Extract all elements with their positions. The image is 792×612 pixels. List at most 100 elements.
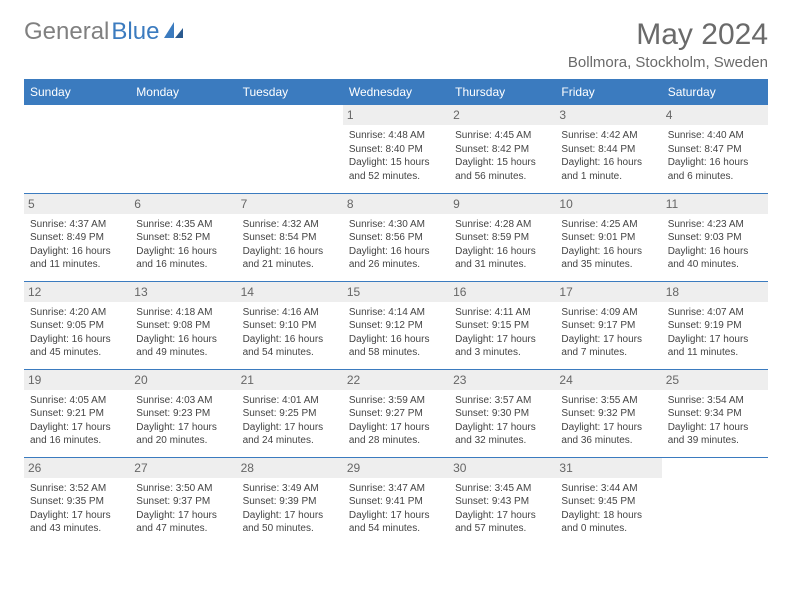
day-number: 13 xyxy=(130,282,236,302)
logo: GeneralBlue xyxy=(24,18,185,46)
daylight-line: Daylight: 17 hours and 50 minutes. xyxy=(243,509,337,536)
week-row: 26 Sunrise: 3:52 AMSunset: 9:35 PM Dayligh… xyxy=(24,457,768,545)
sunset-line: Sunset: 9:03 PM xyxy=(668,231,762,245)
calendar-table: SundayMondayTuesdayWednesdayThursdayFrid… xyxy=(24,79,768,545)
logo-text-blue: Blue xyxy=(111,18,159,46)
daylight-line: Daylight: 16 hours and 58 minutes. xyxy=(349,333,443,360)
sunrise-line: Sunrise: 4:20 AM xyxy=(30,306,124,320)
day-number: 19 xyxy=(24,370,130,390)
daylight-line: Daylight: 17 hours and 20 minutes. xyxy=(136,421,230,448)
day-cell: 6Sunrise: 4:35 AMSunset: 8:52 PMDaylight… xyxy=(130,193,236,281)
daylight-line: Daylight: 15 hours and 52 minutes. xyxy=(349,156,443,183)
sunrise-line: Sunrise: 4:16 AM xyxy=(243,306,337,320)
day-number: 1 xyxy=(343,105,449,125)
week-row: 1Sunrise: 4:48 AMSunset: 8:40 PMDaylight… xyxy=(24,105,768,193)
sunrise-line: Sunrise: 4:03 AM xyxy=(136,394,230,408)
day-cell: 29Sunrise: 3:47 AMSunset: 9:41 PMDayligh… xyxy=(343,457,449,545)
day-cell: 4Sunrise: 4:40 AMSunset: 8:47 PMDaylight… xyxy=(662,105,768,193)
week-row: 19Sunrise: 4:05 AMSunset: 9:21 PMDayligh… xyxy=(24,369,768,457)
sunrise-line: Sunrise: 3:57 AM xyxy=(455,394,549,408)
day-number: 11 xyxy=(662,194,768,214)
daylight-line: Daylight: 17 hours and 11 minutes. xyxy=(668,333,762,360)
sunset-line: Sunset: 9:27 PM xyxy=(349,407,443,421)
sunrise-line: Sunrise: 4:32 AM xyxy=(243,218,337,232)
sunrise-line: Sunrise: 4:45 AM xyxy=(455,129,549,143)
daylight-line: Daylight: 17 hours and 28 minutes. xyxy=(349,421,443,448)
day-cell: 12Sunrise: 4:20 AMSunset: 9:05 PMDayligh… xyxy=(24,281,130,369)
day-cell: 5 Sunrise: 4:37 AMSunset: 8:49 PMDaylight… xyxy=(24,193,130,281)
sunrise-line: Sunrise: 4:48 AM xyxy=(349,129,443,143)
day-cell: 27Sunrise: 3:50 AMSunset: 9:37 PMDayligh… xyxy=(130,457,236,545)
day-cell: 20Sunrise: 4:03 AMSunset: 9:23 PMDayligh… xyxy=(130,369,236,457)
day-cell: 13Sunrise: 4:18 AMSunset: 9:08 PMDayligh… xyxy=(130,281,236,369)
daylight-line: Daylight: 17 hours and 36 minutes. xyxy=(561,421,655,448)
day-number: 15 xyxy=(343,282,449,302)
day-number: 21 xyxy=(237,370,343,390)
day-cell: 19Sunrise: 4:05 AMSunset: 9:21 PMDayligh… xyxy=(24,369,130,457)
sunset-line: Sunset: 9:45 PM xyxy=(561,495,655,509)
dow-thursday: Thursday xyxy=(449,79,555,105)
day-number: 31 xyxy=(555,458,661,478)
sunrise-line: Sunrise: 4:42 AM xyxy=(561,129,655,143)
daylight-line: Daylight: 18 hours and 0 minutes. xyxy=(561,509,655,536)
sunset-line: Sunset: 9:17 PM xyxy=(561,319,655,333)
sunset-line: Sunset: 9:35 PM xyxy=(30,495,124,509)
sunset-line: Sunset: 9:19 PM xyxy=(668,319,762,333)
empty-day xyxy=(662,458,768,478)
day-cell: 17Sunrise: 4:09 AMSunset: 9:17 PMDayligh… xyxy=(555,281,661,369)
daylight-line: Daylight: 16 hours and 16 minutes. xyxy=(136,245,230,272)
day-cell: 9Sunrise: 4:28 AMSunset: 8:59 PMDaylight… xyxy=(449,193,555,281)
sunrise-line: Sunrise: 3:47 AM xyxy=(349,482,443,496)
day-cell: 24Sunrise: 3:55 AMSunset: 9:32 PMDayligh… xyxy=(555,369,661,457)
sunrise-line: Sunrise: 4:18 AM xyxy=(136,306,230,320)
day-number: 10 xyxy=(555,194,661,214)
sunrise-line: Sunrise: 4:07 AM xyxy=(668,306,762,320)
day-number: 24 xyxy=(555,370,661,390)
day-cell: 22Sunrise: 3:59 AMSunset: 9:27 PMDayligh… xyxy=(343,369,449,457)
day-number: 23 xyxy=(449,370,555,390)
sunrise-line: Sunrise: 4:09 AM xyxy=(561,306,655,320)
empty-day xyxy=(24,105,130,125)
daylight-line: Daylight: 16 hours and 11 minutes. xyxy=(30,245,124,272)
title-block: May 2024 Bollmora, Stockholm, Sweden xyxy=(568,18,768,71)
sunrise-line: Sunrise: 4:25 AM xyxy=(561,218,655,232)
sunset-line: Sunset: 9:30 PM xyxy=(455,407,549,421)
sunset-line: Sunset: 8:49 PM xyxy=(30,231,124,245)
sunset-line: Sunset: 9:12 PM xyxy=(349,319,443,333)
sunrise-line: Sunrise: 3:52 AM xyxy=(30,482,124,496)
day-cell: 31Sunrise: 3:44 AMSunset: 9:45 PMDayligh… xyxy=(555,457,661,545)
day-cell: 11Sunrise: 4:23 AMSunset: 9:03 PMDayligh… xyxy=(662,193,768,281)
sunrise-line: Sunrise: 3:49 AM xyxy=(243,482,337,496)
daylight-line: Daylight: 16 hours and 6 minutes. xyxy=(668,156,762,183)
day-cell: 23 Sunrise: 3:57 AMSunset: 9:30 PMDayligh… xyxy=(449,369,555,457)
sunrise-line: Sunrise: 4:40 AM xyxy=(668,129,762,143)
day-number: 5 xyxy=(24,194,130,214)
day-number: 14 xyxy=(237,282,343,302)
daylight-line: Daylight: 17 hours and 54 minutes. xyxy=(349,509,443,536)
sunrise-line: Sunrise: 4:35 AM xyxy=(136,218,230,232)
empty-day xyxy=(130,105,236,125)
day-cell xyxy=(24,105,130,193)
location: Bollmora, Stockholm, Sweden xyxy=(568,54,768,71)
empty-day xyxy=(237,105,343,125)
daylight-line: Daylight: 17 hours and 32 minutes. xyxy=(455,421,549,448)
day-number: 17 xyxy=(555,282,661,302)
sunset-line: Sunset: 8:44 PM xyxy=(561,143,655,157)
sunrise-line: Sunrise: 3:50 AM xyxy=(136,482,230,496)
day-cell: 26Sunrise: 3:52 AMSunset: 9:35 PMDayligh… xyxy=(24,457,130,545)
sunset-line: Sunset: 9:43 PM xyxy=(455,495,549,509)
sunset-line: Sunset: 9:32 PM xyxy=(561,407,655,421)
day-number: 2 xyxy=(449,105,555,125)
day-number: 27 xyxy=(130,458,236,478)
sunset-line: Sunset: 9:25 PM xyxy=(243,407,337,421)
sunrise-line: Sunrise: 4:11 AM xyxy=(455,306,549,320)
day-number: 3 xyxy=(555,105,661,125)
day-cell: 8Sunrise: 4:30 AMSunset: 8:56 PMDaylight… xyxy=(343,193,449,281)
daylight-line: Daylight: 15 hours and 56 minutes. xyxy=(455,156,549,183)
daylight-line: Daylight: 16 hours and 54 minutes. xyxy=(243,333,337,360)
sunrise-line: Sunrise: 4:37 AM xyxy=(30,218,124,232)
dow-saturday: Saturday xyxy=(662,79,768,105)
day-number: 9 xyxy=(449,194,555,214)
sunset-line: Sunset: 9:08 PM xyxy=(136,319,230,333)
day-number: 26 xyxy=(24,458,130,478)
